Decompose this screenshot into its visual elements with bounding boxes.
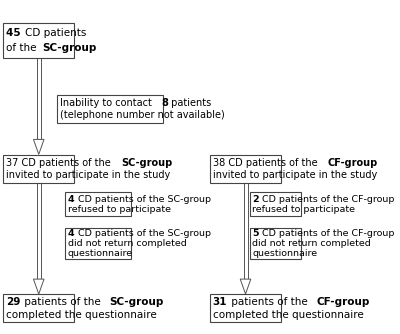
FancyBboxPatch shape — [3, 155, 74, 183]
Text: 2: 2 — [252, 194, 259, 203]
Text: (telephone number not available): (telephone number not available) — [60, 110, 224, 120]
Text: refused to participate: refused to participate — [252, 205, 355, 214]
Text: CF-group: CF-group — [317, 297, 370, 307]
Text: CF-group: CF-group — [328, 158, 378, 168]
Text: CD patients of the CF-group: CD patients of the CF-group — [259, 194, 395, 203]
Text: CD patients of the CF-group: CD patients of the CF-group — [259, 229, 395, 238]
FancyBboxPatch shape — [244, 183, 248, 279]
FancyBboxPatch shape — [37, 58, 41, 139]
Text: questionnaire: questionnaire — [252, 248, 318, 258]
Polygon shape — [34, 279, 44, 294]
Text: SC-group: SC-group — [121, 158, 172, 168]
Text: 4: 4 — [68, 229, 74, 238]
FancyBboxPatch shape — [250, 228, 301, 259]
FancyBboxPatch shape — [3, 23, 74, 58]
FancyBboxPatch shape — [210, 155, 281, 183]
Text: invited to participate in the study: invited to participate in the study — [213, 170, 377, 180]
Text: 8: 8 — [161, 98, 168, 108]
Text: 4: 4 — [68, 194, 74, 203]
Text: 38 CD patients of the: 38 CD patients of the — [213, 158, 320, 168]
FancyBboxPatch shape — [210, 294, 281, 323]
Text: 31: 31 — [213, 297, 227, 307]
Text: invited to participate in the study: invited to participate in the study — [6, 170, 170, 180]
Text: questionnaire: questionnaire — [68, 248, 133, 258]
FancyBboxPatch shape — [57, 95, 163, 123]
Text: did not return completed: did not return completed — [68, 239, 187, 248]
Text: of the: of the — [6, 43, 40, 53]
FancyBboxPatch shape — [65, 228, 131, 259]
Text: SC-group: SC-group — [42, 43, 96, 53]
Polygon shape — [240, 279, 251, 294]
Text: CD patients of the SC-group: CD patients of the SC-group — [75, 194, 211, 203]
FancyBboxPatch shape — [3, 294, 74, 323]
Text: patients of the: patients of the — [21, 297, 104, 307]
Text: SC-group: SC-group — [110, 297, 164, 307]
Text: Inability to contact: Inability to contact — [60, 98, 154, 108]
Text: 29: 29 — [6, 297, 20, 307]
Text: completed the questionnaire: completed the questionnaire — [6, 310, 156, 320]
FancyBboxPatch shape — [65, 192, 131, 216]
Text: CD patients of the SC-group: CD patients of the SC-group — [75, 229, 211, 238]
Text: 5: 5 — [252, 229, 259, 238]
Text: did not return completed: did not return completed — [252, 239, 371, 248]
Text: 37 CD patients of the: 37 CD patients of the — [6, 158, 114, 168]
Text: patients: patients — [168, 98, 212, 108]
Text: completed the questionnaire: completed the questionnaire — [213, 310, 363, 320]
Text: refused to participate: refused to participate — [68, 205, 171, 214]
Text: patients of the: patients of the — [228, 297, 311, 307]
Text: CD patients: CD patients — [25, 28, 87, 38]
FancyBboxPatch shape — [37, 183, 41, 279]
Polygon shape — [34, 139, 44, 154]
Text: 45: 45 — [6, 28, 24, 38]
FancyBboxPatch shape — [250, 192, 301, 216]
